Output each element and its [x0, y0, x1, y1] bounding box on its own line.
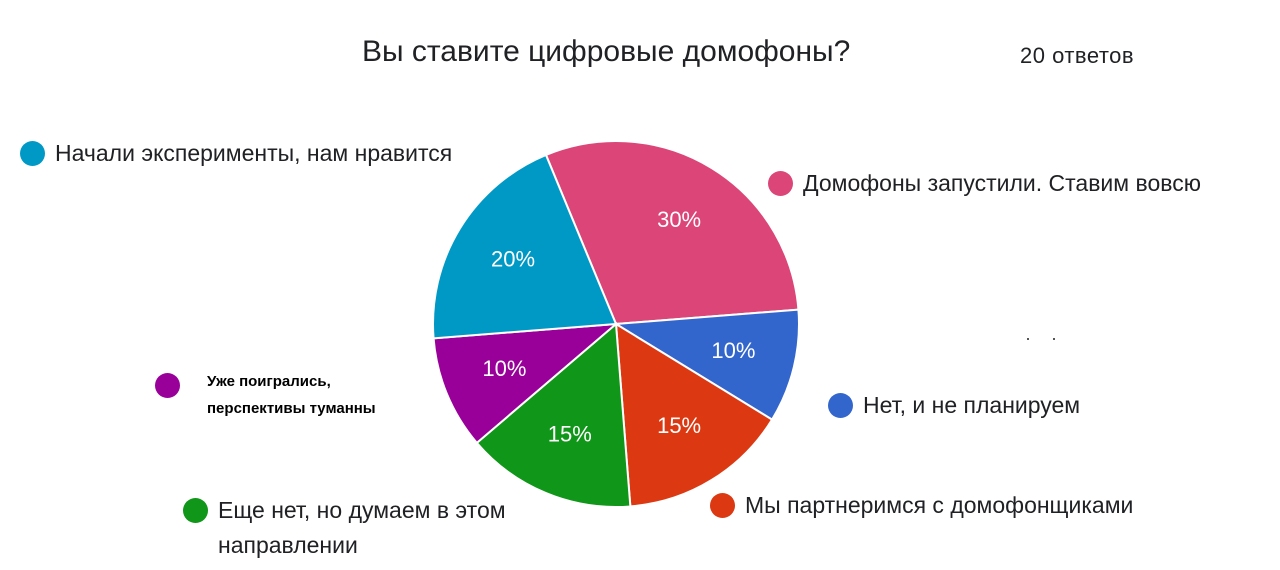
- legend-label: Нет, и не планируем: [863, 392, 1081, 418]
- legend-dot: [828, 393, 853, 418]
- pie-slice: [544, 140, 800, 326]
- legend-label: Еще нет, но думаем в этом направлении: [218, 497, 506, 558]
- speck: [1053, 338, 1055, 340]
- legend-label: Начали эксперименты, нам нравится: [55, 140, 453, 166]
- pie-slice: [432, 322, 619, 445]
- legend-dot: [20, 141, 45, 166]
- legend-item-thinking: Еще нет, но думаем в этом направлении: [183, 493, 543, 563]
- legend-dot: [768, 171, 793, 196]
- legend-dot: [710, 493, 735, 518]
- slice-label: 15%: [657, 413, 701, 438]
- slice-label: 10%: [711, 338, 755, 363]
- slice-label: 20%: [491, 247, 535, 272]
- legend-label: Домофоны запустили. Ставим вовсю: [803, 170, 1201, 196]
- slice-label: 10%: [482, 356, 526, 381]
- legend-label: Мы партнеримся с домофонщиками: [745, 492, 1134, 518]
- pie-slice: [432, 153, 618, 340]
- chart-title: Вы ставите цифровые домофоны?: [362, 35, 851, 68]
- speck: [1027, 338, 1029, 340]
- pie-slice: [614, 322, 774, 508]
- slice-label: 15%: [548, 421, 592, 446]
- pie-slice: [475, 321, 632, 508]
- legend-item-launched: Домофоны запустили. Ставим вовсю: [768, 166, 1201, 201]
- response-count: 20 ответов: [1020, 43, 1135, 68]
- legend-item-partners: Мы партнеримся с домофонщиками: [710, 488, 1133, 523]
- legend-dot: [155, 373, 180, 398]
- legend-item-experiments: Начали эксперименты, нам нравится: [20, 136, 452, 171]
- pie-slice: [612, 308, 800, 421]
- slice-label: 30%: [657, 207, 701, 232]
- legend-label: Уже поигрались, перспективы туманны: [207, 373, 376, 417]
- legend-item-played: Уже поигрались, перспективы туманны: [155, 368, 395, 422]
- legend-dot: [183, 498, 208, 523]
- legend-item-no-plans: Нет, и не планируем: [828, 388, 1080, 423]
